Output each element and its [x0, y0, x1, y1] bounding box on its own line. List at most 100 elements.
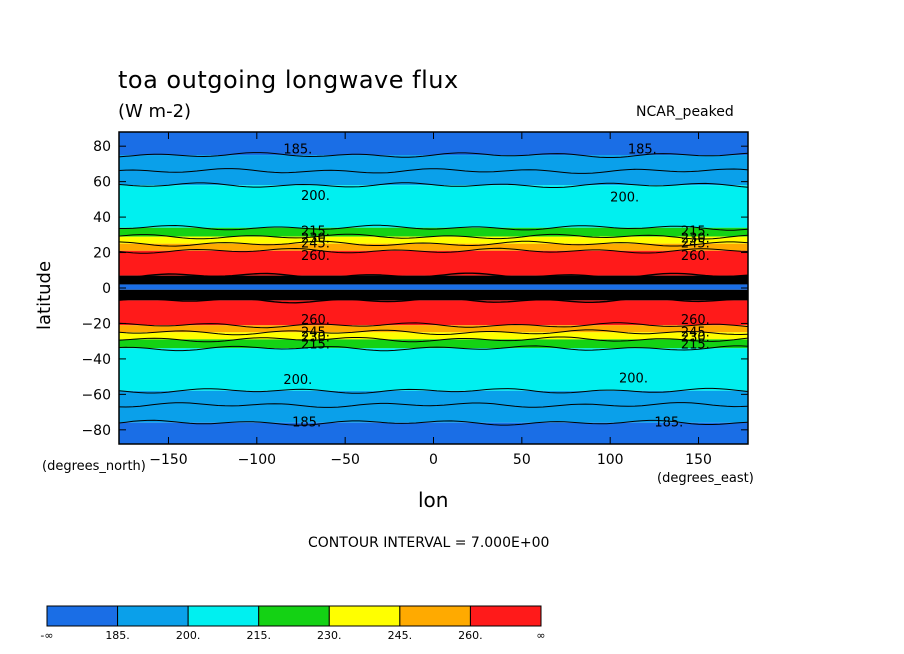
band-10 — [119, 289, 748, 301]
band-4 — [119, 227, 748, 237]
colorbar-swatch-2 — [187, 605, 260, 627]
colorbar-label-3: 215. — [246, 629, 271, 642]
contour-label-23: 185. — [654, 416, 683, 431]
colorbar-swatch-4 — [328, 605, 401, 627]
contour-label-22: 185. — [292, 416, 321, 431]
contour-line-3 — [119, 224, 749, 231]
band-8 — [119, 275, 748, 285]
y-tick-label-1: 60 — [93, 175, 111, 191]
y-tick-label-5: −20 — [81, 316, 111, 332]
colorbar-label-0: -∞ — [40, 629, 53, 642]
contour-label-6: 230. — [301, 231, 330, 246]
contour-line-6 — [118, 247, 749, 254]
contour-label-21: 200. — [619, 371, 648, 386]
contour-line-0 — [118, 152, 749, 158]
contour-line-2 — [118, 182, 749, 188]
colorbar-label-7: ∞ — [536, 629, 545, 642]
contour-label-10: 260. — [301, 249, 330, 264]
contour-interval-text: CONTOUR INTERVAL = 7.000E+00 — [308, 535, 550, 551]
contour-label-11: 260. — [681, 249, 710, 264]
contour-label-17: 230. — [681, 331, 710, 346]
band-17 — [119, 405, 748, 423]
contour-label-14: 245. — [301, 325, 330, 340]
contour-label-16: 230. — [301, 331, 330, 346]
contour-label-8: 245. — [301, 237, 330, 252]
y-tick-label-0: 80 — [93, 139, 111, 155]
band-9 — [119, 284, 748, 290]
colorbar-label-6: 260. — [458, 629, 483, 642]
contour-label-9: 245. — [681, 237, 710, 252]
contour-label-2: 200. — [301, 189, 330, 204]
contour-line-1 — [118, 168, 749, 174]
contour-label-1: 185. — [628, 143, 657, 158]
band-11 — [119, 300, 748, 326]
band-7 — [119, 250, 748, 276]
model-name: NCAR_peaked — [636, 104, 734, 120]
contour-label-20: 200. — [283, 373, 312, 388]
contour-label-4: 215. — [301, 224, 330, 239]
x-tick-label-3: 0 — [429, 452, 438, 468]
colorbar-label-5: 245. — [388, 629, 413, 642]
band-16 — [119, 390, 748, 405]
y-tick-label-6: −40 — [81, 352, 111, 368]
contour-label-19: 215. — [681, 338, 710, 353]
contour-line-11 — [118, 336, 749, 343]
colorbar-swatch-5 — [399, 605, 471, 627]
x-axis: −150 −100 −50 0 50 100 150 — [149, 132, 712, 468]
contour-label-5: 215. — [681, 224, 710, 239]
x-tick-label-1: −100 — [238, 452, 276, 468]
y-tick-label-2: 40 — [93, 210, 111, 226]
chart-title: toa outgoing longwave flux — [118, 66, 459, 94]
chart-units: (W m-2) — [118, 101, 192, 122]
y-axis-label: latitude — [34, 260, 55, 330]
contour-label-0: 185. — [283, 143, 312, 158]
y-tick-label-4: 0 — [102, 281, 111, 297]
contour-line-7 — [118, 272, 749, 279]
colorbar: -∞ 185. 200. 215. 230. 245. 260. ∞ — [40, 605, 546, 642]
y-axis: 80 60 40 20 0 −20 −40 −60 −80 — [81, 139, 748, 439]
colorbar-swatch-1 — [117, 605, 189, 627]
colorbar-label-1: 185. — [105, 629, 130, 642]
contour-line-9 — [118, 322, 749, 329]
contour-line-4 — [118, 233, 749, 240]
band-5 — [119, 236, 748, 244]
x-tick-label-5: 100 — [597, 452, 624, 468]
x-axis-label: lon — [418, 488, 449, 512]
band-13 — [119, 332, 748, 340]
contour-line-15 — [118, 419, 749, 426]
band-15 — [119, 348, 748, 391]
x-axis-units: (degrees_east) — [657, 471, 754, 486]
contour-label-15: 245. — [681, 325, 710, 340]
contour-label-18: 215. — [301, 338, 330, 353]
x-tick-label-4: 50 — [513, 452, 531, 468]
contour-line-5 — [118, 240, 749, 247]
contour-line-8 — [118, 297, 749, 304]
y-tick-label-8: −80 — [81, 423, 111, 439]
contour-line-10 — [118, 329, 749, 336]
colorbar-swatch-0 — [46, 605, 119, 627]
contour-label-12: 260. — [301, 313, 330, 328]
colorbar-label-4: 230. — [317, 629, 342, 642]
x-tick-label-0: −150 — [149, 452, 187, 468]
band-3 — [119, 185, 748, 228]
contour-line-14 — [118, 402, 749, 408]
band-6 — [119, 243, 748, 251]
colorbar-label-2: 200. — [176, 629, 201, 642]
band-2 — [119, 171, 748, 186]
band-14 — [119, 339, 748, 349]
band-0 — [119, 132, 748, 156]
band-group — [119, 132, 748, 444]
contour-line-group — [118, 152, 749, 426]
y-axis-units: (degrees_north) — [42, 459, 146, 474]
colorbar-swatch-6 — [469, 605, 542, 627]
contour-label-3: 200. — [610, 191, 639, 206]
x-tick-label-6: 150 — [685, 452, 712, 468]
band-1 — [119, 155, 748, 171]
band-18 — [119, 422, 748, 444]
contour-line-12 — [118, 345, 749, 352]
contour-label-group: 185. 185.200. 200.215. 215.230. 230.245. 245.… — [283, 143, 709, 431]
contour-line-13 — [118, 387, 749, 394]
y-tick-label-7: −60 — [81, 387, 111, 403]
x-tick-label-2: −50 — [330, 452, 360, 468]
